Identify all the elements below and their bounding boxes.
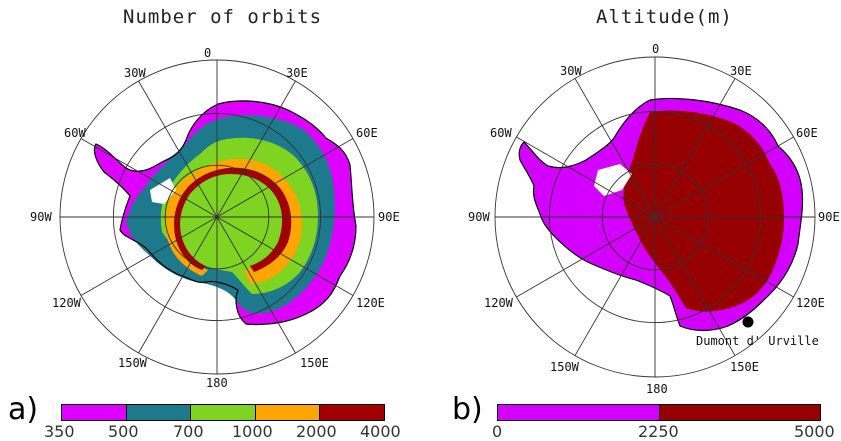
meridian-line [80, 138, 218, 218]
colorbar-segment [319, 405, 384, 420]
lon-label-b-150w: 150W [550, 360, 579, 374]
lon-label-a-180: 180 [206, 376, 228, 390]
meridian-line [216, 80, 296, 218]
panel-a-title: Number of orbits [123, 6, 323, 28]
lon-label-b-60e: 60E [796, 126, 818, 140]
lon-label-b-150e: 150E [730, 360, 759, 374]
colorbar-segment [658, 405, 820, 420]
lon-label-b-60w: 60W [490, 126, 512, 140]
meridian-line [516, 136, 656, 218]
antarctica-altitude [518, 97, 804, 332]
cb-b-tick-0: 0 [492, 422, 503, 441]
panel-a-letter: a) [8, 392, 39, 427]
lon-label-a-60w: 60W [64, 126, 86, 140]
colorbar-segment [190, 405, 255, 420]
meridian-line [574, 216, 656, 356]
meridian-line [216, 216, 296, 354]
cb-a-tick-700: 700 [173, 422, 204, 441]
panel-b-letter: b) [452, 392, 483, 427]
colorbar-segment [125, 405, 191, 420]
graticule-b [494, 56, 816, 378]
coverage-gap [150, 178, 176, 204]
lon-label-a-90e: 90E [378, 210, 400, 224]
altitude-gap [594, 164, 632, 196]
altitude-high [623, 110, 784, 312]
lon-label-a-60e: 60E [356, 126, 378, 140]
meridian-line [654, 78, 736, 218]
lon-label-a-150e: 150E [300, 356, 329, 370]
meridian-line [138, 216, 218, 354]
cb-a-tick-2000: 2000 [296, 422, 337, 441]
colorbar-segment [62, 405, 126, 420]
colorbar-segment [498, 405, 659, 420]
colorbar-segment [254, 405, 320, 420]
meridian-line [80, 216, 218, 296]
lon-label-a-0: 0 [204, 46, 212, 60]
lon-label-b-30w: 30W [560, 64, 582, 78]
lon-label-a-30e: 30E [286, 66, 308, 80]
lon-label-b-120w: 120W [484, 296, 513, 310]
station-dot [742, 316, 754, 328]
lon-label-b-180: 180 [646, 382, 668, 396]
lon-label-a-30w: 30W [124, 66, 146, 80]
cb-a-tick-350: 350 [44, 422, 75, 441]
lon-label-b-30e: 30E [730, 64, 752, 78]
lon-label-b-120e: 120E [796, 296, 825, 310]
lon-label-b-90w: 90W [468, 210, 490, 224]
panel-b-title: Altitude(m) [596, 6, 733, 28]
meridian-line [216, 138, 354, 218]
colorbar-b [497, 404, 821, 421]
graticule-a [59, 59, 375, 375]
meridian-line [574, 78, 656, 218]
cb-a-tick-1000: 1000 [232, 422, 273, 441]
lon-label-a-90w: 90W [30, 210, 52, 224]
coastline [93, 100, 357, 326]
meridian-line [516, 216, 656, 298]
lon-label-a-120w: 120W [52, 296, 81, 310]
colorbar-a [61, 404, 385, 421]
cb-a-tick-500: 500 [108, 422, 139, 441]
meridian-line [654, 216, 736, 356]
coastline-b [518, 97, 804, 332]
lon-label-b-0: 0 [652, 42, 660, 56]
lon-label-b-90e: 90E [818, 210, 840, 224]
meridian-line [654, 136, 794, 218]
station-label: Dumont d' Urville [696, 334, 819, 348]
meridian-line [654, 216, 794, 298]
meridian-line [216, 216, 354, 296]
lon-label-a-120e: 120E [356, 296, 385, 310]
cb-a-tick-4000: 4000 [360, 422, 401, 441]
cb-b-tick-2250: 2250 [638, 422, 679, 441]
meridian-line [138, 80, 218, 218]
cb-b-tick-5000: 5000 [794, 422, 835, 441]
lon-label-a-150w: 150W [118, 356, 147, 370]
